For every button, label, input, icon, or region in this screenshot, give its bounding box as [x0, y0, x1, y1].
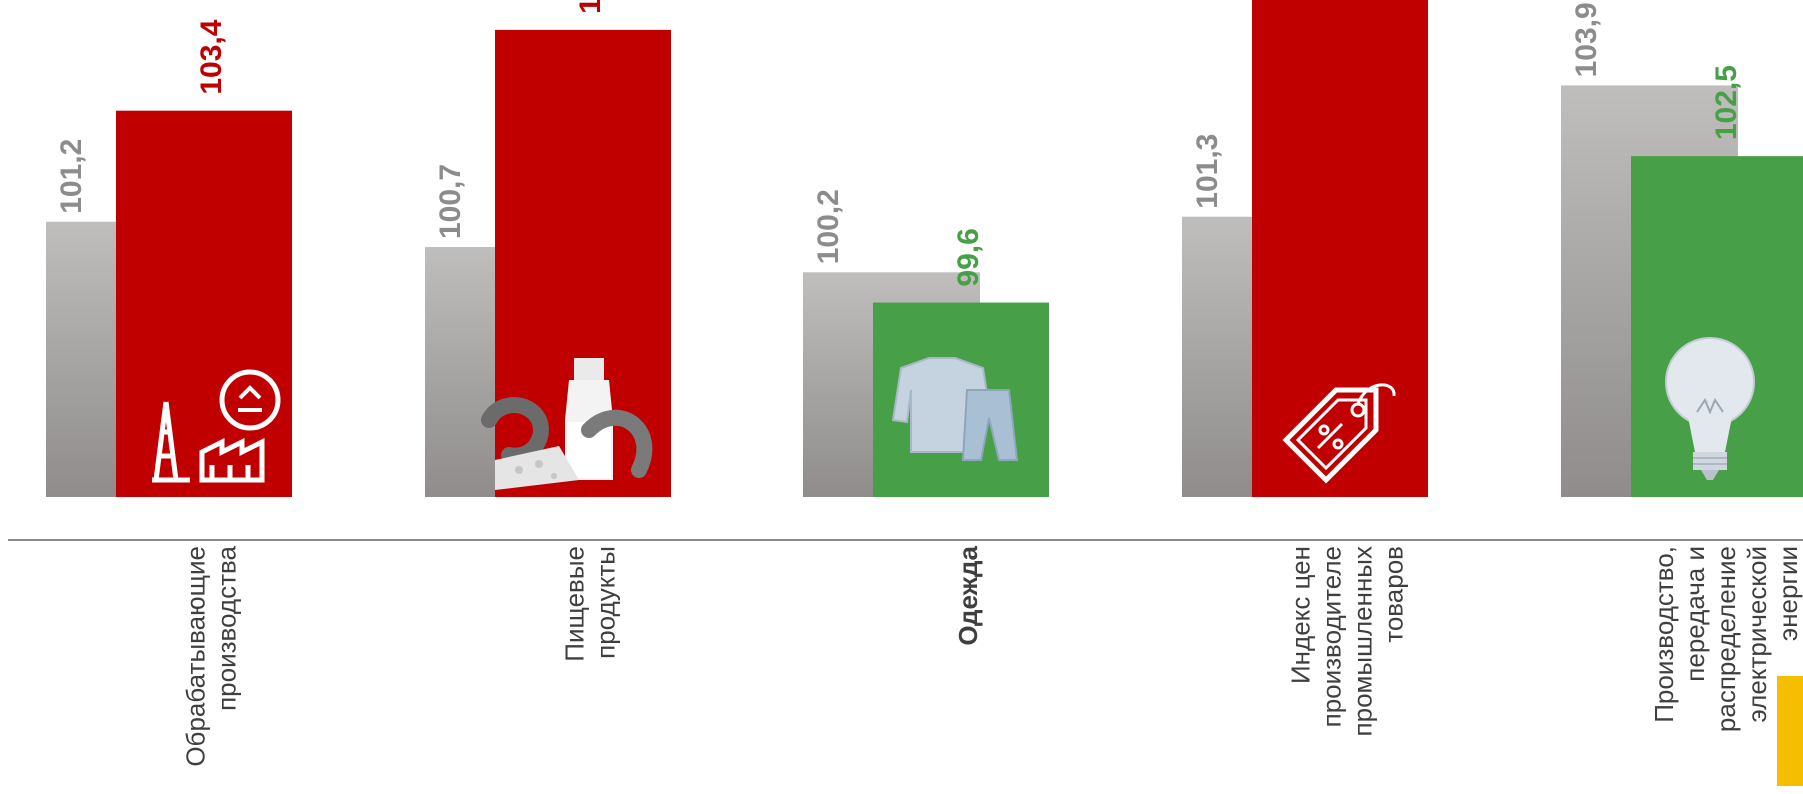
category-label: товаров — [1379, 546, 1409, 643]
bar-current-4 — [1252, 0, 1428, 498]
category-label: Индекс цен — [1286, 546, 1316, 684]
category-label: Пищевые — [560, 546, 590, 662]
category-label: электрической — [1742, 546, 1772, 723]
value-label-current: 99,6 — [952, 228, 985, 286]
category-label: Одежда — [953, 545, 983, 645]
accent-bar — [1777, 676, 1803, 786]
value-label-current: 103,4 — [195, 19, 228, 94]
food-icon — [481, 358, 653, 490]
value-label-previous: 101,2 — [55, 139, 88, 214]
category-label: промышленных — [1348, 546, 1378, 736]
value-label-previous: 100,2 — [812, 189, 845, 264]
category-label: распределение — [1711, 546, 1741, 732]
price-tag-icon — [1282, 383, 1396, 484]
category-label: энергии — [1773, 546, 1803, 641]
value-label-previous: 103,9 — [1570, 2, 1603, 77]
value-label-previous: 101,3 — [1191, 134, 1224, 209]
category-label: Производство, — [1649, 546, 1679, 723]
factory-icon — [152, 369, 281, 483]
clothes-icon — [891, 357, 1019, 461]
category-label: Обрабатывающие — [181, 546, 211, 767]
category-label: производителе — [1317, 546, 1347, 727]
category-label: передача и — [1680, 546, 1710, 682]
category-label: продукты — [591, 546, 621, 659]
value-label-current: 105,0 — [574, 0, 607, 14]
category-label: производства — [212, 545, 242, 710]
bar-current-1 — [116, 110, 292, 498]
value-label-previous: 100,7 — [434, 164, 467, 239]
light-bulb-icon — [1665, 337, 1755, 480]
value-label-current: 102,5 — [1710, 65, 1743, 140]
